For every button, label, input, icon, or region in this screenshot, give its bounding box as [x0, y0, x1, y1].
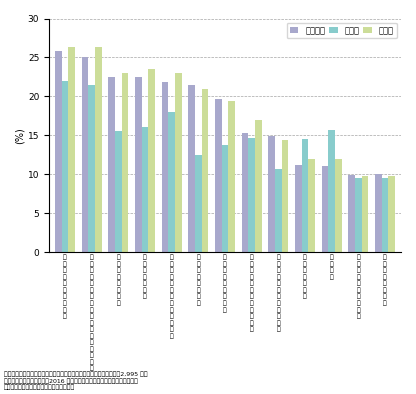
Bar [375, 174, 381, 252]
Bar [121, 73, 128, 252]
Bar [222, 145, 228, 252]
Bar [268, 136, 275, 252]
Bar [195, 155, 202, 252]
Bar [255, 120, 262, 252]
Bar [95, 47, 102, 252]
Bar [108, 77, 115, 252]
Bar [248, 138, 255, 252]
Bar [348, 175, 355, 252]
Bar [55, 51, 62, 252]
Y-axis label: (%): (%) [15, 127, 25, 144]
Bar [202, 89, 208, 252]
Bar [62, 81, 68, 252]
Bar [175, 73, 182, 252]
Legend: 中小企業, 大企業, 製造業: 中小企業, 大企業, 製造業 [287, 23, 397, 38]
Bar [162, 82, 168, 252]
Bar [322, 166, 328, 252]
Text: 備考：複数回答。中小企業、大企業は全産業。製造業は全企業規模。2,995 社。
資料：日本貿易振興機構「2016 年度日本企業の海外事業展開に関するアン
　　　: 備考：複数回答。中小企業、大企業は全産業。製造業は全企業規模。2,995 社。 … [4, 372, 148, 390]
Bar [302, 139, 308, 252]
Bar [388, 176, 395, 252]
Bar [381, 178, 388, 252]
Bar [82, 58, 88, 252]
Bar [68, 46, 75, 252]
Bar [335, 160, 342, 252]
Bar [275, 169, 282, 252]
Bar [88, 85, 95, 252]
Bar [362, 176, 368, 252]
Bar [355, 178, 362, 252]
Bar [142, 128, 149, 252]
Bar [168, 112, 175, 252]
Bar [295, 165, 302, 252]
Bar [188, 85, 195, 252]
Bar [149, 69, 155, 252]
Bar [282, 140, 288, 252]
Bar [135, 77, 142, 252]
Bar [328, 130, 335, 252]
Bar [115, 131, 121, 252]
Bar [242, 133, 248, 252]
Bar [308, 159, 315, 252]
Bar [215, 98, 222, 252]
Bar [228, 101, 235, 252]
